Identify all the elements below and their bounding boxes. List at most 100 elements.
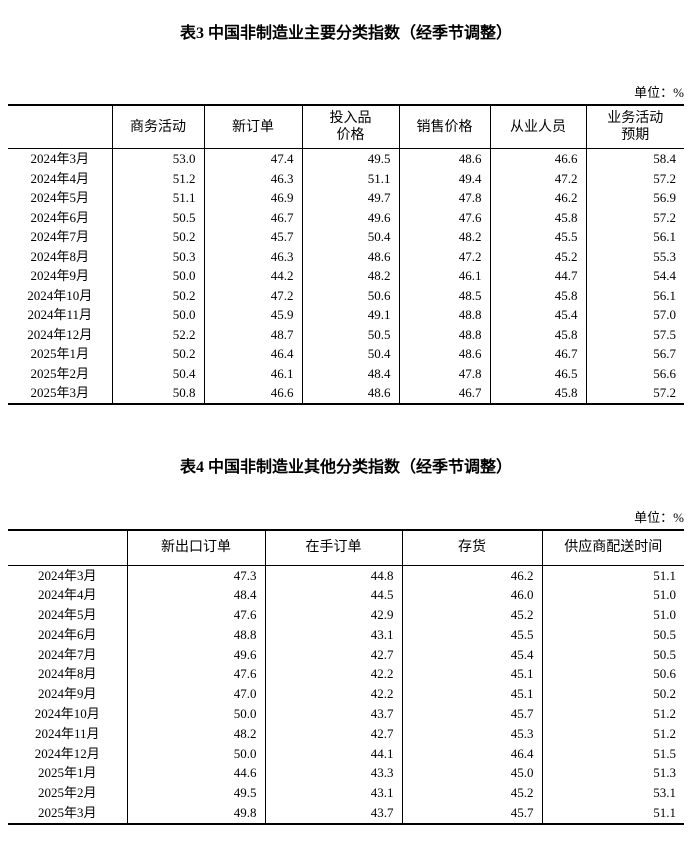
- index-value: 48.6: [398, 148, 490, 169]
- index-value: 50.5: [541, 624, 684, 645]
- index-value: 50.8: [111, 383, 204, 404]
- index-value: 50.4: [301, 344, 399, 364]
- index-value: 50.0: [111, 266, 204, 286]
- table-row: 2024年6月 50.5 46.7 49.6 47.6 45.8 57.2: [8, 207, 684, 227]
- index-column-header: 新订单: [203, 105, 302, 149]
- table-row: 2024年3月 47.3 44.8 46.2 51.1: [8, 565, 684, 586]
- index-value: 51.0: [541, 605, 684, 625]
- month-label: 2024年10月: [27, 287, 93, 303]
- index-value: 49.6: [301, 207, 399, 227]
- table-row: 2024年3月 53.0 47.4 49.5 48.6 46.6 58.4: [8, 148, 684, 169]
- index-column-header: 商务活动: [111, 105, 204, 149]
- index-value: 49.7: [301, 188, 399, 208]
- index-value: 48.7: [203, 324, 302, 344]
- index-column-header: 业务活动 预期: [585, 105, 684, 149]
- index-value: 47.6: [398, 207, 490, 227]
- month-label: 2025年1月: [30, 346, 89, 361]
- index-value: 47.6: [126, 605, 265, 625]
- index-value: 45.4: [401, 644, 542, 665]
- index-value: 49.5: [126, 783, 265, 804]
- index-column-header: 在手订单: [264, 529, 402, 566]
- index-value: 45.8: [489, 383, 586, 404]
- index-value: 51.2: [541, 723, 684, 744]
- table-row: 2025年1月 44.6 43.3 45.0 51.3: [8, 763, 684, 784]
- index-value: 54.4: [585, 266, 684, 286]
- index-value: 43.3: [264, 763, 402, 784]
- index-value: 45.9: [203, 305, 302, 325]
- table-row: 2024年8月 47.6 42.2 45.1 50.6: [8, 664, 684, 685]
- index-value: 46.3: [203, 246, 302, 266]
- month-label: 2024年11月: [34, 725, 100, 741]
- index-value: 44.1: [264, 743, 402, 764]
- index-value: 56.1: [585, 227, 684, 247]
- index-value: 44.2: [203, 266, 302, 286]
- index-value: 50.6: [541, 664, 684, 685]
- index-value: 48.8: [126, 624, 265, 645]
- index-value: 48.8: [398, 305, 490, 325]
- index-value: 49.5: [301, 148, 399, 169]
- index-value: 49.4: [398, 168, 490, 188]
- index-value: 47.2: [398, 246, 490, 266]
- index-value: 52.2: [111, 324, 204, 344]
- table-row: 2024年11月 48.2 42.7 45.3 51.2: [8, 723, 684, 744]
- table-row: 2024年6月 48.8 43.1 45.5 50.5: [8, 624, 684, 645]
- index-column-header: 新出口订单: [126, 529, 265, 566]
- index-value: 49.6: [126, 644, 265, 665]
- index-value: 56.9: [585, 188, 684, 208]
- index-value: 46.3: [203, 168, 302, 188]
- table-row: 2025年2月 50.4 46.1 48.4 47.8 46.5 56.6: [8, 363, 684, 383]
- index-value: 45.7: [401, 803, 542, 824]
- index-value: 50.4: [111, 363, 204, 383]
- table-row: 2024年4月 48.4 44.5 46.0 51.0: [8, 585, 684, 606]
- index-value: 56.7: [585, 344, 684, 364]
- index-value: 49.8: [126, 803, 265, 824]
- index-value: 43.7: [264, 704, 402, 724]
- month-label: 2025年2月: [37, 785, 97, 801]
- index-value: 45.0: [401, 763, 542, 784]
- index-value: 46.1: [203, 363, 302, 383]
- table4-other-classification-indexes: 新出口订单 在手订单 存货 供应商配送时间 2024年3月 47.3 44.8 46.2 51.…: [8, 528, 684, 825]
- index-column-header: 投入品 价格: [301, 105, 399, 149]
- index-value: 50.5: [111, 207, 204, 227]
- month-label: 2024年8月: [37, 666, 97, 682]
- index-value: 50.5: [541, 644, 684, 665]
- index-value: 51.5: [541, 743, 684, 764]
- table-row: 2025年1月 50.2 46.4 50.4 48.6 46.7 56.7: [8, 344, 684, 364]
- index-value: 50.2: [541, 684, 684, 705]
- index-value: 51.1: [541, 565, 684, 586]
- table-row: 2024年5月 47.6 42.9 45.2 51.0: [8, 605, 684, 625]
- index-value: 46.6: [489, 148, 586, 169]
- index-value: 51.2: [541, 704, 684, 724]
- index-value: 45.5: [489, 227, 586, 247]
- index-value: 57.0: [585, 305, 684, 325]
- index-value: 50.3: [111, 246, 204, 266]
- index-value: 49.1: [301, 305, 399, 325]
- index-value: 46.4: [203, 344, 302, 364]
- index-value: 51.0: [541, 585, 684, 606]
- index-value: 46.7: [398, 383, 490, 404]
- month-label: 2025年3月: [37, 805, 97, 821]
- index-column-header: 销售价格: [398, 105, 490, 149]
- month-label: 2024年8月: [30, 248, 89, 264]
- month-label: 2024年12月: [34, 745, 100, 761]
- table-row: 2024年9月 50.0 44.2 48.2 46.1 44.7 54.4: [8, 266, 684, 286]
- index-value: 45.5: [401, 624, 542, 645]
- month-label: 2024年7月: [37, 646, 97, 662]
- index-value: 50.6: [301, 285, 399, 305]
- index-value: 43.1: [264, 624, 402, 645]
- index-value: 51.1: [111, 188, 204, 208]
- index-value: 46.5: [489, 363, 586, 383]
- index-value: 44.5: [264, 585, 402, 606]
- table-row: 2024年12月 50.0 44.1 46.4 51.5: [8, 743, 684, 764]
- index-value: 50.0: [126, 704, 265, 724]
- month-label: 2025年2月: [30, 365, 89, 381]
- index-value: 46.4: [401, 743, 542, 764]
- index-value: 45.4: [489, 305, 586, 325]
- index-value: 48.4: [126, 585, 265, 606]
- index-value: 50.0: [111, 305, 204, 325]
- index-value: 50.4: [301, 227, 399, 247]
- index-value: 44.7: [489, 266, 586, 286]
- index-value: 50.2: [111, 285, 204, 305]
- index-value: 48.5: [398, 285, 490, 305]
- month-label: 2024年6月: [30, 209, 89, 225]
